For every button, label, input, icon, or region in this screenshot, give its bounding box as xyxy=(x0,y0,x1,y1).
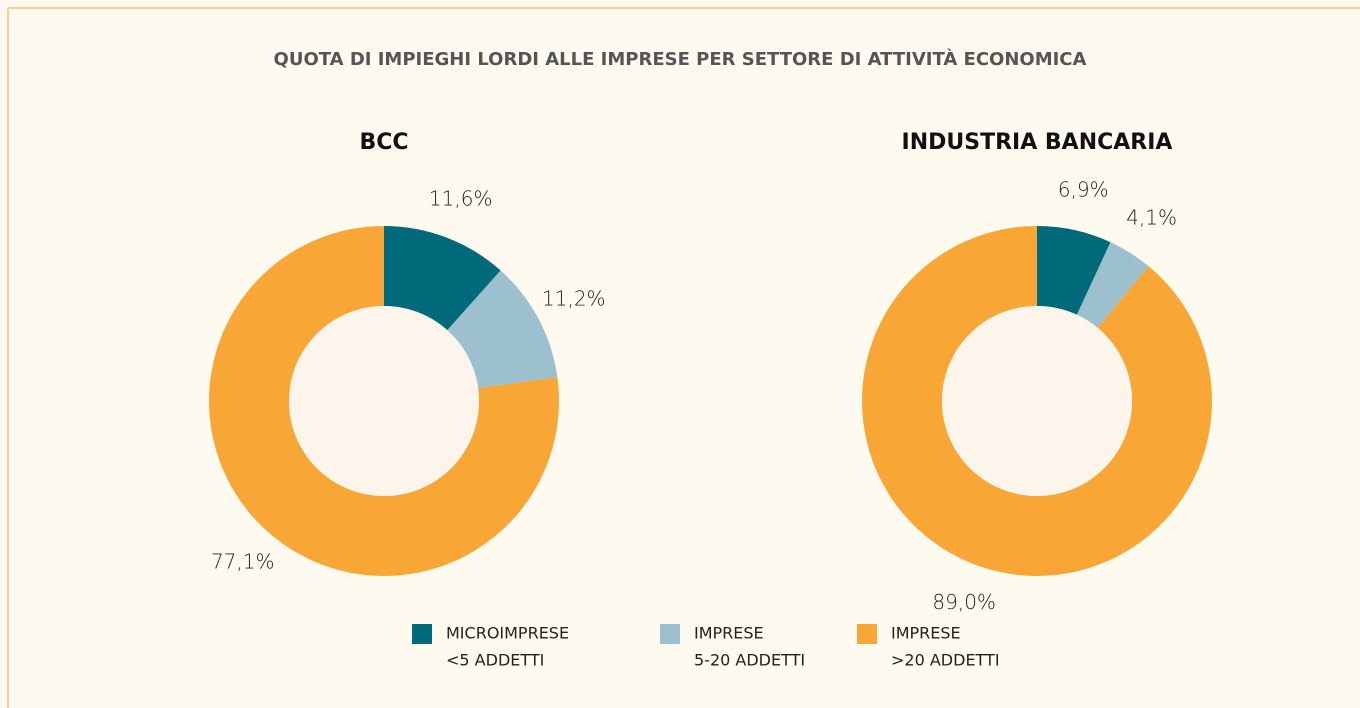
legend-swatch xyxy=(660,624,680,644)
page-title: QUOTA DI IMPIEGHI LORDI ALLE IMPRESE PER… xyxy=(274,48,1087,70)
data-label: 11,2% xyxy=(542,287,606,311)
data-label: 11,6% xyxy=(429,187,493,211)
slice xyxy=(384,226,501,331)
slice xyxy=(1037,226,1111,315)
chart-title: BCC xyxy=(359,130,408,155)
legend-swatch xyxy=(857,624,877,644)
legend-label: 5-20 ADDETTI xyxy=(694,651,805,670)
legend-label: <5 ADDETTI xyxy=(446,651,544,670)
legend-label: MICROIMPRESE xyxy=(446,624,569,643)
data-label: 6,9% xyxy=(1058,178,1109,202)
data-label: 89,0% xyxy=(932,590,996,614)
slice xyxy=(209,226,560,576)
slice xyxy=(861,226,1212,577)
donut-hole xyxy=(289,306,479,496)
chart-title: INDUSTRIA BANCARIA xyxy=(902,130,1173,155)
legend-label: IMPRESE xyxy=(694,624,764,643)
slice xyxy=(447,270,558,389)
legend-swatch xyxy=(412,624,432,644)
donut-hole xyxy=(942,306,1132,496)
slice xyxy=(1076,242,1149,328)
data-label: 77,1% xyxy=(211,550,275,574)
data-label: 4,1% xyxy=(1126,206,1177,230)
legend-label: IMPRESE xyxy=(891,624,961,643)
legend-label: >20 ADDETTI xyxy=(891,651,1000,670)
